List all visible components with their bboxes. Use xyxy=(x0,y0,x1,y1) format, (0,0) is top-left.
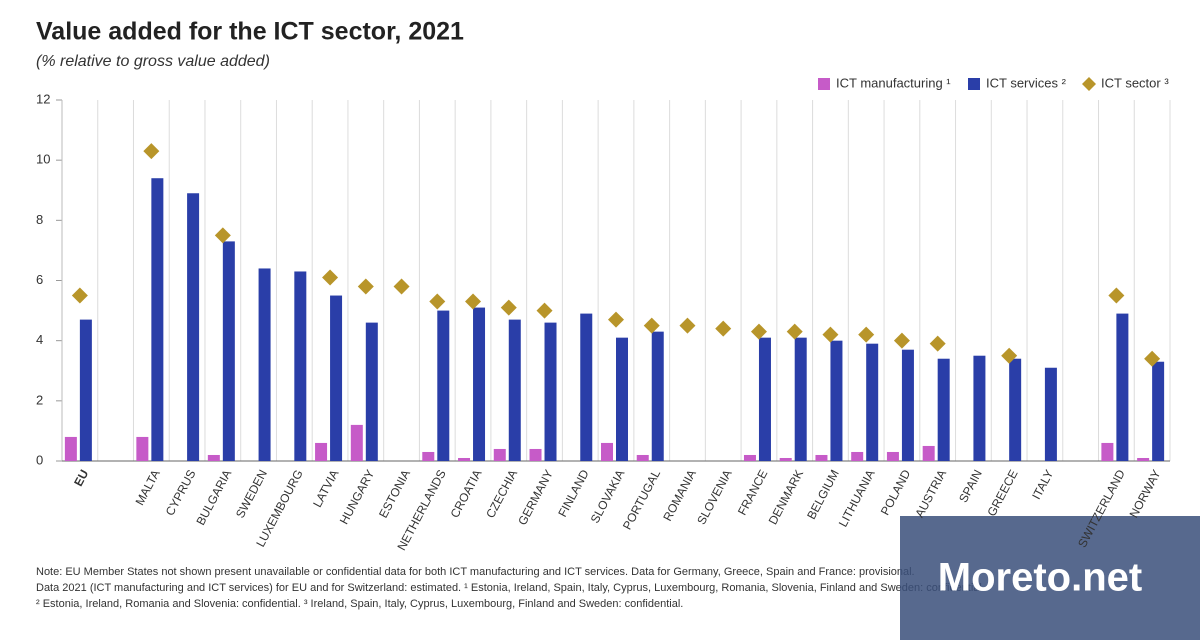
bar xyxy=(937,358,950,461)
bar xyxy=(136,436,149,461)
notes: Note: EU Member States not shown present… xyxy=(36,566,985,610)
note-line: Data 2021 (ICT manufacturing and ICT ser… xyxy=(36,582,985,594)
bar xyxy=(151,178,164,461)
diamond-marker xyxy=(71,287,88,304)
legend-swatch xyxy=(968,78,980,90)
bar xyxy=(330,295,343,461)
bar xyxy=(1101,442,1114,461)
diamond-marker xyxy=(715,320,732,337)
y-tick-label: 6 xyxy=(36,272,43,287)
legend-swatch xyxy=(1082,77,1096,91)
diamond-marker xyxy=(822,326,839,343)
legend-swatch xyxy=(818,78,830,90)
diamond-marker xyxy=(1144,350,1161,367)
y-tick-label: 2 xyxy=(36,392,43,407)
diamond-marker xyxy=(500,299,517,316)
diamond-marker xyxy=(679,317,696,334)
bar xyxy=(473,307,486,461)
diamond-marker xyxy=(214,227,231,244)
diamond-marker xyxy=(929,335,946,352)
bar xyxy=(258,268,271,461)
bar xyxy=(922,445,935,461)
watermark-box: Moreto.net xyxy=(900,516,1200,640)
bar xyxy=(79,319,92,461)
bar xyxy=(1152,361,1165,461)
bar xyxy=(901,349,914,461)
bar xyxy=(851,451,864,461)
bar xyxy=(493,448,506,461)
bar xyxy=(529,448,542,461)
bar xyxy=(365,322,378,461)
legend: ICT manufacturing ¹ ICT services ² ICT sec… xyxy=(818,75,1169,91)
diamond-marker xyxy=(1001,347,1018,364)
y-tick-label: 8 xyxy=(36,212,43,227)
bar xyxy=(64,436,77,461)
bar xyxy=(207,454,220,461)
bar xyxy=(580,313,593,461)
diamond-marker xyxy=(858,326,875,343)
diamond-marker xyxy=(536,302,553,319)
bar xyxy=(616,337,628,461)
bar xyxy=(422,451,435,461)
legend-label: ICT services ² xyxy=(986,75,1067,90)
note-line: Note: EU Member States not shown present… xyxy=(36,566,915,578)
y-tick-label: 12 xyxy=(36,91,50,106)
legend-label: ICT manufacturing ¹ xyxy=(836,75,951,90)
bar xyxy=(1116,313,1129,461)
bar xyxy=(350,424,363,461)
diamond-marker xyxy=(465,293,482,310)
bar xyxy=(886,451,899,461)
diamond-marker xyxy=(786,323,803,340)
watermark: Moreto.net xyxy=(938,556,1142,600)
bar xyxy=(222,241,235,461)
bar xyxy=(973,355,986,461)
bar xyxy=(636,454,649,461)
bar xyxy=(758,337,771,461)
bar xyxy=(1137,457,1150,461)
bar xyxy=(508,319,521,461)
diamond-marker xyxy=(393,278,410,295)
diamond-marker xyxy=(643,317,660,334)
bar xyxy=(544,322,557,461)
diamond-marker xyxy=(322,269,339,286)
bar xyxy=(830,340,843,461)
bar xyxy=(651,331,664,461)
bar xyxy=(458,457,471,461)
chart-title: Value added for the ICT sector, 2021 xyxy=(36,18,464,46)
diamond-marker xyxy=(143,143,160,160)
y-tick-label: 0 xyxy=(36,452,43,467)
diamond-marker xyxy=(357,278,374,295)
bar xyxy=(866,343,879,461)
y-tick-label: 10 xyxy=(36,152,50,167)
bar xyxy=(779,457,792,461)
bar xyxy=(315,442,328,461)
bar xyxy=(187,193,200,461)
note-line: ² Estonia, Ireland, Romania and Slovenia… xyxy=(36,598,683,610)
legend-label: ICT sector ³ xyxy=(1101,75,1169,90)
bar xyxy=(794,337,807,461)
bar xyxy=(437,310,450,461)
bar xyxy=(294,271,307,461)
bar xyxy=(601,442,613,461)
bar xyxy=(1009,358,1022,461)
diamond-marker xyxy=(429,293,446,310)
y-tick-label: 4 xyxy=(36,332,43,347)
chart-subtitle: (% relative to gross value added) xyxy=(36,53,270,70)
watermark-bg xyxy=(900,516,1200,640)
diamond-marker xyxy=(893,332,910,349)
diamond-marker xyxy=(608,311,624,328)
bar xyxy=(743,454,756,461)
bar xyxy=(815,454,828,461)
diamond-marker xyxy=(1108,287,1125,304)
x-tick-label: EU xyxy=(71,467,91,488)
bar xyxy=(1044,367,1057,461)
diamond-marker xyxy=(750,323,767,340)
